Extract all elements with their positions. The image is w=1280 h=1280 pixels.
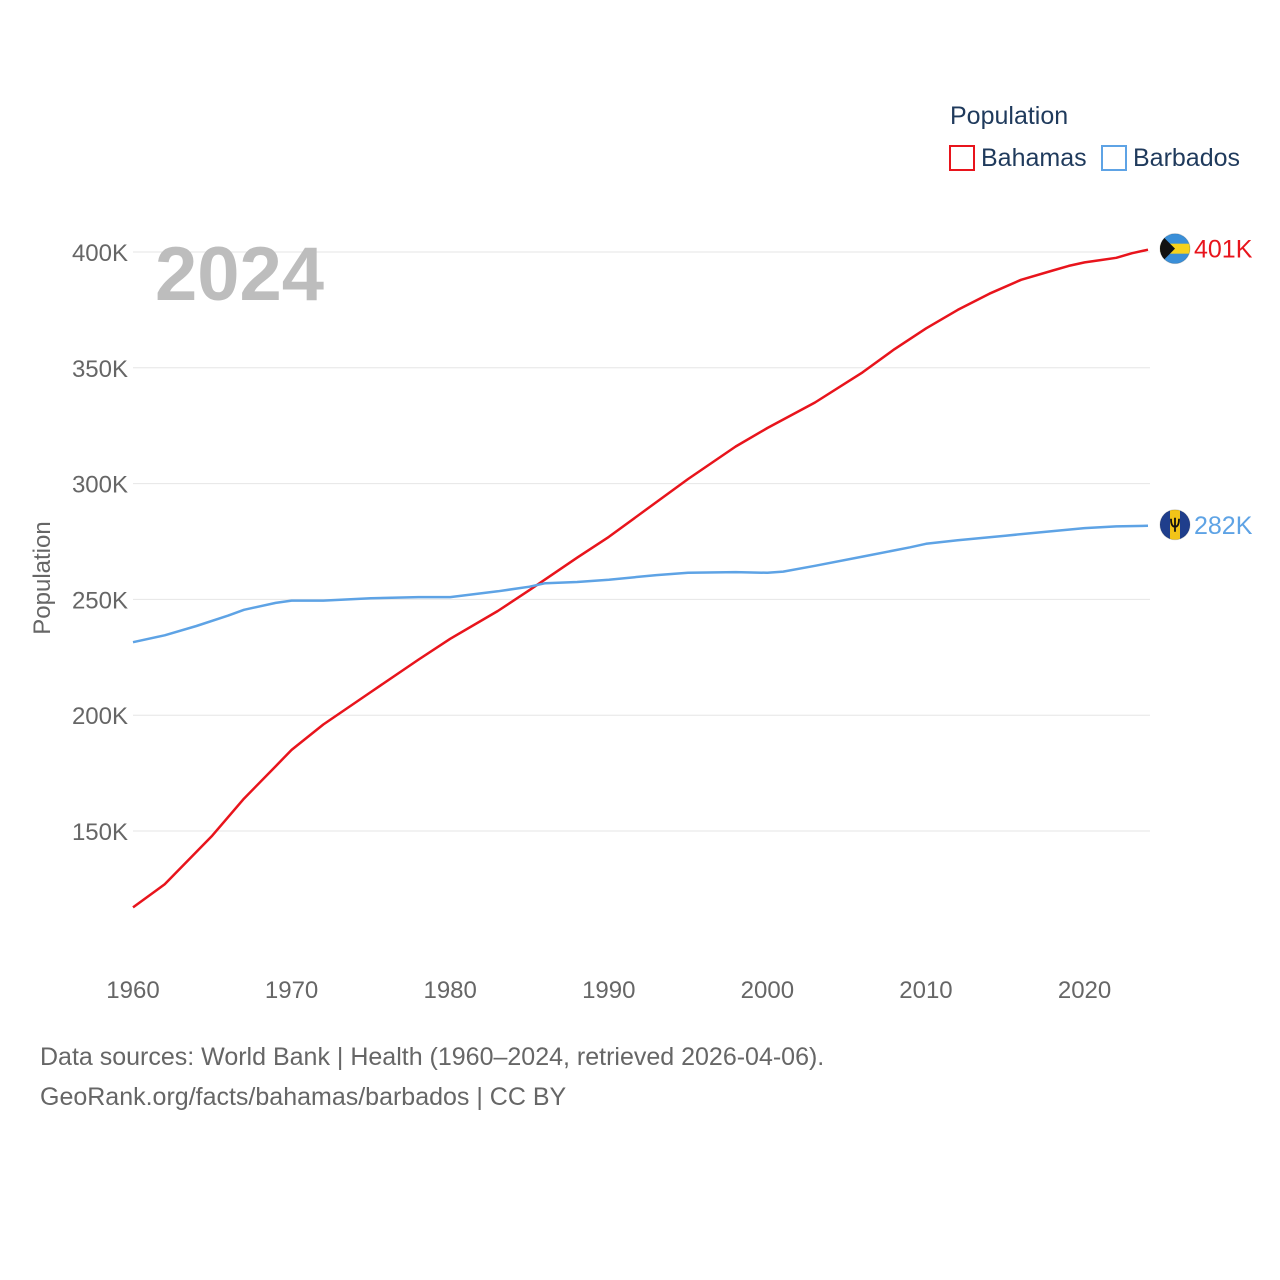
x-tick-label: 1970: [265, 977, 318, 1004]
x-tick-label: 1990: [582, 977, 635, 1004]
legend-label-bahamas[interactable]: Bahamas: [981, 144, 1087, 172]
legend: Population Bahamas Barbados: [949, 102, 1240, 172]
end-label-barbados: 282K: [1194, 512, 1253, 540]
end-label-bahamas: 401K: [1194, 236, 1253, 264]
y-tick-label: 350K: [72, 356, 128, 383]
legend-title: Population: [950, 102, 1068, 130]
y-axis-ticks: 150K 200K 250K 300K 350K 400K: [72, 240, 128, 846]
y-tick-label: 150K: [72, 819, 128, 846]
x-tick-label: 2010: [899, 977, 952, 1004]
x-tick-label: 1980: [423, 977, 476, 1004]
y-tick-label: 200K: [72, 703, 128, 730]
footer-attribution[interactable]: GeoRank.org/facts/bahamas/barbados | CC …: [40, 1083, 567, 1111]
barbados-flag-icon: [1159, 509, 1191, 541]
x-tick-label: 1960: [106, 977, 159, 1004]
y-tick-label: 400K: [72, 240, 128, 267]
y-tick-label: 250K: [72, 587, 128, 614]
y-axis-label: Population: [29, 521, 56, 634]
x-axis-ticks: 1960 1970 1980 1990 2000 2010 2020: [106, 977, 1111, 1004]
x-tick-label: 2020: [1058, 977, 1111, 1004]
series-line-bahamas[interactable]: [132, 248, 1149, 909]
legend-swatch-barbados[interactable]: [1101, 145, 1127, 171]
legend-label-barbados[interactable]: Barbados: [1133, 144, 1240, 172]
year-watermark: 2024: [155, 232, 324, 317]
bahamas-flag-icon: [1159, 233, 1191, 265]
legend-swatch-bahamas[interactable]: [949, 145, 975, 171]
gridlines: [133, 251, 1150, 832]
y-tick-label: 300K: [72, 472, 128, 499]
series-group: 401K 282K: [132, 233, 1253, 909]
footer-source: Data sources: World Bank | Health (1960–…: [40, 1043, 825, 1071]
series-line-barbados[interactable]: [132, 524, 1149, 644]
x-tick-label: 2000: [741, 977, 794, 1004]
